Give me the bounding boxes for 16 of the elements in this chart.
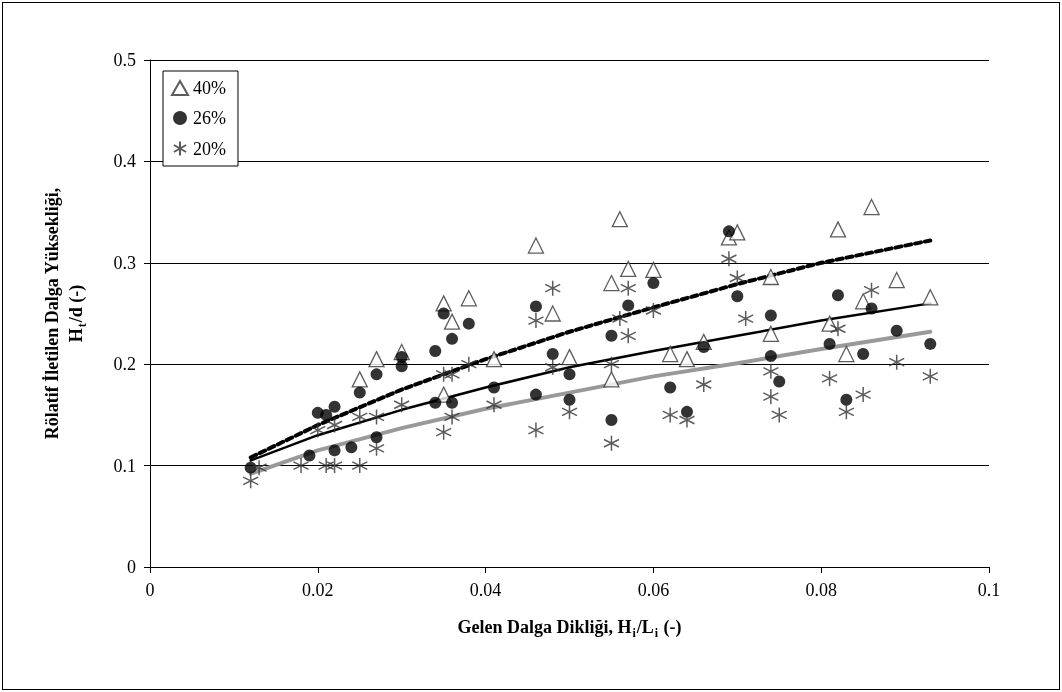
x-tick-label: 0.04 bbox=[469, 580, 502, 600]
x-tick-label: 0.08 bbox=[805, 580, 837, 600]
x-tick-label: 0.02 bbox=[302, 580, 334, 600]
y-axis-title: Rölatif İletilen Dalga Yüksekliği, Ht/d (-) bbox=[42, 187, 89, 440]
y-tick-label: 0.2 bbox=[113, 354, 136, 375]
legend-label: 20% bbox=[193, 138, 226, 159]
y-tick-label: 0.4 bbox=[113, 151, 136, 172]
y-tick-label: 0 bbox=[127, 557, 136, 577]
legend-label: 26% bbox=[193, 108, 226, 128]
x-tick-label: 0.06 bbox=[637, 580, 670, 600]
y-tick-label: 0.5 bbox=[113, 50, 136, 70]
legend-label: 40% bbox=[193, 78, 226, 98]
y-tick-label: 0.1 bbox=[113, 455, 136, 476]
x-tick-label: 0.1 bbox=[977, 580, 1001, 600]
y-tick-label: 0.3 bbox=[113, 252, 136, 273]
x-tick-label: 0 bbox=[145, 580, 155, 600]
